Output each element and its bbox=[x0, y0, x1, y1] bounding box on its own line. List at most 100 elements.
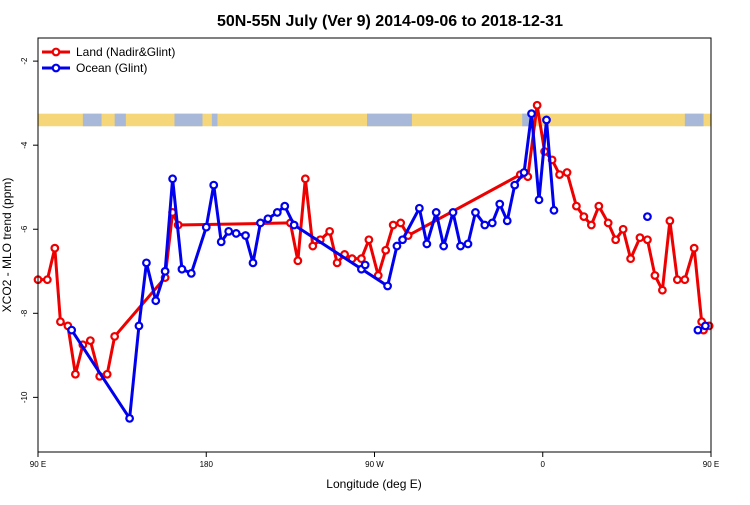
data-point bbox=[357, 254, 366, 264]
land-ocean-band bbox=[38, 113, 711, 127]
data-point bbox=[519, 168, 529, 177]
data-point bbox=[422, 239, 432, 249]
data-point bbox=[650, 271, 660, 280]
data-point bbox=[471, 208, 480, 217]
data-point bbox=[125, 413, 135, 423]
x-tick-label: 0 bbox=[541, 460, 546, 469]
data-point bbox=[396, 218, 406, 228]
data-point bbox=[50, 243, 60, 253]
data-point bbox=[110, 332, 120, 341]
data-point bbox=[364, 235, 374, 245]
data-point bbox=[308, 241, 318, 251]
data-point bbox=[562, 168, 572, 177]
band-ocean-span bbox=[367, 113, 412, 127]
data-point bbox=[392, 241, 402, 251]
chart-title: 50N-55N July (Ver 9) 2014-09-06 to 2018-… bbox=[217, 13, 563, 30]
data-point bbox=[70, 369, 80, 379]
data-point bbox=[256, 218, 265, 228]
data-point bbox=[480, 220, 490, 230]
band-ocean-span bbox=[174, 113, 203, 127]
series-2 bbox=[357, 260, 370, 274]
data-point bbox=[672, 275, 682, 285]
data-point bbox=[216, 237, 226, 247]
band-ocean-span bbox=[114, 113, 126, 127]
series-extra bbox=[643, 212, 652, 222]
data-point bbox=[414, 203, 424, 213]
data-point bbox=[542, 115, 551, 125]
data-point bbox=[209, 180, 219, 190]
data-point bbox=[555, 170, 564, 179]
data-point bbox=[332, 258, 342, 268]
data-point bbox=[635, 233, 645, 243]
data-point bbox=[693, 325, 703, 335]
data-point bbox=[280, 201, 290, 211]
data-point bbox=[549, 205, 559, 215]
data-point bbox=[272, 208, 282, 217]
series-layer bbox=[33, 100, 714, 423]
data-point bbox=[177, 264, 187, 274]
y-axis: -2 -4 -6 -8 -10 bbox=[20, 57, 38, 403]
data-point bbox=[231, 229, 241, 238]
data-point bbox=[700, 321, 710, 331]
series-4 bbox=[693, 321, 710, 335]
x-axis: 90 E 180 90 W 0 90 E bbox=[30, 452, 719, 469]
data-point bbox=[383, 281, 392, 291]
y-tick-label: -10 bbox=[20, 391, 29, 403]
data-point bbox=[611, 235, 621, 245]
data-point bbox=[439, 241, 449, 251]
y-tick-label: -4 bbox=[20, 141, 29, 149]
data-point bbox=[134, 321, 144, 331]
data-point bbox=[168, 174, 178, 184]
data-point bbox=[532, 100, 542, 110]
data-point bbox=[142, 258, 151, 268]
data-point bbox=[626, 254, 636, 264]
data-point bbox=[463, 239, 473, 249]
data-point bbox=[388, 220, 398, 230]
data-point bbox=[289, 220, 299, 230]
data-point bbox=[381, 245, 391, 255]
data-point bbox=[151, 296, 161, 306]
data-point bbox=[534, 195, 544, 205]
band-ocean-span bbox=[82, 113, 102, 127]
plot-frame bbox=[37, 37, 712, 453]
legend-swatch-point bbox=[51, 63, 61, 73]
data-point bbox=[487, 218, 497, 228]
legend: Land (Nadir&Glint) Ocean (Glint) bbox=[42, 45, 175, 75]
y-axis-label: XCO2 - MLO trend (ppm) bbox=[0, 178, 14, 313]
data-point bbox=[527, 109, 536, 119]
data-point bbox=[680, 275, 690, 285]
band-ocean-span bbox=[684, 113, 704, 127]
data-point bbox=[431, 208, 441, 217]
y-tick-label: -2 bbox=[20, 57, 29, 65]
legend-label: Land (Nadir&Glint) bbox=[76, 45, 175, 59]
data-point bbox=[85, 336, 95, 346]
data-point bbox=[510, 180, 520, 190]
y-tick-label: -8 bbox=[20, 309, 29, 317]
data-point bbox=[293, 256, 303, 266]
x-tick-label: 90 E bbox=[30, 460, 46, 469]
data-point bbox=[67, 325, 77, 335]
data-point bbox=[579, 212, 589, 222]
data-point bbox=[42, 275, 52, 285]
data-point bbox=[657, 285, 667, 295]
band-ocean-span bbox=[211, 113, 218, 127]
series-1 bbox=[67, 109, 559, 423]
data-point bbox=[360, 260, 370, 270]
data-point bbox=[186, 268, 196, 278]
data-point bbox=[160, 266, 170, 276]
data-point bbox=[448, 208, 458, 217]
data-point bbox=[224, 226, 234, 236]
data-point bbox=[618, 224, 628, 234]
data-point bbox=[201, 222, 211, 232]
data-point bbox=[665, 216, 675, 226]
data-point bbox=[102, 369, 112, 379]
legend-swatch-point bbox=[51, 47, 61, 57]
data-point bbox=[689, 243, 699, 253]
data-point bbox=[300, 174, 310, 184]
data-point bbox=[594, 201, 604, 211]
data-point bbox=[643, 212, 652, 222]
band-ocean-span bbox=[522, 113, 530, 127]
data-point bbox=[56, 317, 65, 327]
x-tick-label: 180 bbox=[200, 460, 214, 469]
data-point bbox=[456, 241, 465, 251]
